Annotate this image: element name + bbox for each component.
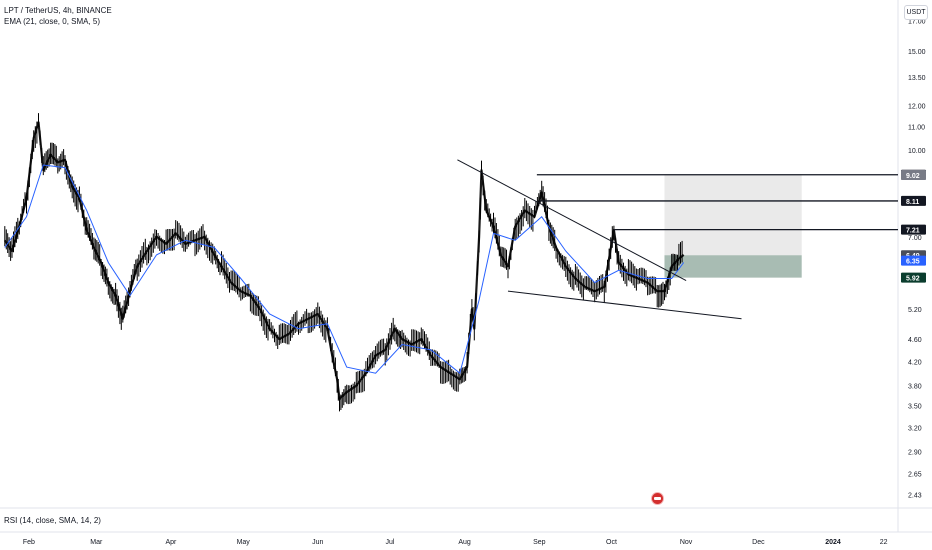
ema-line [4,164,685,375]
price-label: 5.92 [906,276,920,283]
long-position-target-zone [664,175,802,256]
y-tick-label: 2.43 [908,493,922,500]
y-tick-label: 4.60 [908,337,922,344]
price-label: 8.11 [906,199,919,206]
ema-indicator-label[interactable]: EMA (21, close, 0, SMA, 5) [4,17,101,26]
y-tick-label: 3.50 [908,404,922,411]
x-tick-label: 2024 [825,539,841,546]
y-tick-label: 4.20 [908,359,922,366]
descending-trendline [457,159,687,281]
x-tick-label: Dec [752,539,765,546]
price-label-badge [901,224,926,235]
x-tick-label: 22 [880,539,888,546]
currency-button[interactable]: USDT [904,5,928,20]
x-tick-label: Jul [386,539,395,546]
rsi-indicator-label[interactable]: RSI (14, close, SMA, 14, 2) [4,516,101,525]
price-label-badge [901,272,926,283]
price-label: 7.21 [906,228,920,235]
y-tick-label: 3.80 [908,384,922,391]
x-tick-label: Feb [23,539,35,546]
x-tick-label: Oct [606,539,617,546]
symbol-title: LPT / TetherUS, 4h, BINANCE [4,6,112,15]
x-tick-label: Sep [533,539,546,546]
y-tick-label: 5.20 [908,307,922,314]
us-flag-event-icon[interactable] [651,492,664,505]
price-label-badge [901,255,926,266]
price-series-line [3,121,685,400]
y-tick-label: 13.50 [908,75,926,82]
price-label: 6.35 [906,259,920,266]
y-tick-label: 12.00 [908,104,926,111]
x-tick-label: Mar [90,539,103,546]
x-tick-label: Aug [458,539,471,546]
y-tick-label: 2.65 [908,472,922,479]
y-tick-label: 15.00 [908,49,926,56]
y-tick-label: 2.90 [908,450,922,457]
y-tick-label: 3.20 [908,426,922,433]
y-tick-label: 17.00 [908,19,926,26]
price-label-badge [901,195,926,206]
x-tick-label: Jun [312,539,323,546]
x-tick-label: Nov [680,539,693,546]
y-tick-label: 10.00 [908,148,926,155]
support-trendline [507,290,742,320]
x-tick-label: May [237,539,251,546]
y-tick-label: 7.00 [908,235,922,242]
price-label-badge [901,170,926,180]
y-tick-label: 11.00 [908,125,925,132]
x-tick-label: Apr [165,539,177,546]
price-label: 9.02 [906,173,920,180]
long-position-stop-zone [664,255,802,278]
